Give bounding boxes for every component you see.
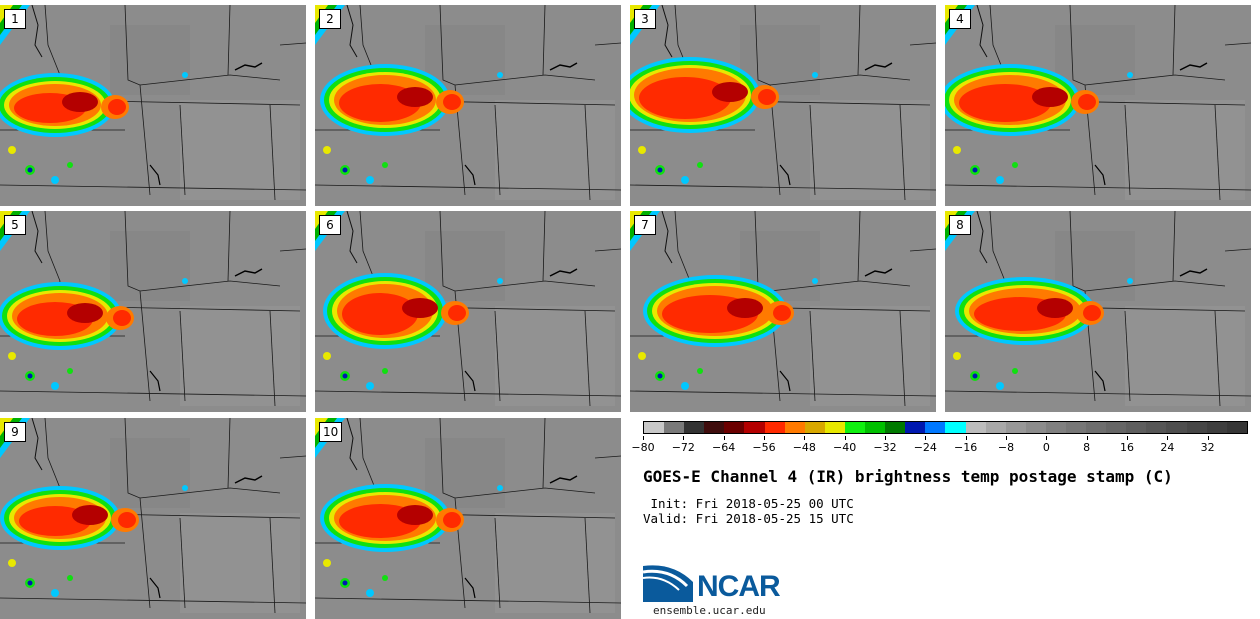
colorbar-segment <box>744 422 765 433</box>
colorbar-segment <box>965 422 986 433</box>
colorbar-tick-label: −80 <box>631 441 655 454</box>
colorbar-segment <box>1045 422 1066 433</box>
colorbar-tick-label: −16 <box>954 441 978 454</box>
panel-number-label: 8 <box>949 215 971 235</box>
panel-number-label: 9 <box>4 422 26 442</box>
postage-stamp-panel: 7 <box>630 211 936 412</box>
map-image <box>0 211 306 412</box>
panel-number-label: 10 <box>319 422 343 442</box>
colorbar-tick-label: −72 <box>671 441 695 454</box>
map-image <box>315 211 621 412</box>
colorbar-tick <box>885 436 886 440</box>
colorbar-tick <box>925 436 927 440</box>
colorbar-tick <box>683 436 685 440</box>
colorbar-tick-label: −40 <box>833 441 857 454</box>
ncar-logo-text: NCAR <box>697 570 781 603</box>
colorbar-tick <box>804 436 806 440</box>
colorbar-segment <box>945 422 966 433</box>
colorbar-tick <box>723 436 725 440</box>
colorbar-tick-label: −56 <box>752 441 776 454</box>
panel-number-label: 2 <box>319 9 341 29</box>
colorbar-segment <box>925 422 946 433</box>
map-image <box>630 5 936 206</box>
map-image <box>945 211 1251 412</box>
map-image <box>945 5 1251 206</box>
colorbar-segment <box>664 422 685 433</box>
panel-number-label: 5 <box>4 215 26 235</box>
postage-stamp-panel: 3 <box>630 5 936 206</box>
colorbar-tick-label: −48 <box>792 441 816 454</box>
colorbar-segment <box>1226 422 1247 433</box>
colorbar-segment <box>1065 422 1087 433</box>
colorbar-segment <box>905 422 926 433</box>
colorbar-segment <box>1106 422 1127 433</box>
map-image <box>630 211 936 412</box>
colorbar-segment <box>824 422 845 433</box>
colorbar-tick <box>1127 436 1128 440</box>
colorbar <box>643 421 1248 434</box>
colorbar-tick-label: −8 <box>997 441 1015 454</box>
colorbar-tick-label: −24 <box>913 441 937 454</box>
colorbar-segment <box>1206 422 1227 433</box>
colorbar-segment <box>644 422 665 433</box>
colorbar-tick-label: 24 <box>1160 441 1175 454</box>
postage-stamp-panel: 2 <box>315 5 621 206</box>
colorbar-tick <box>965 436 967 440</box>
valid-time: Valid: Fri 2018-05-25 15 UTC <box>643 511 854 526</box>
ncar-logo-icon <box>643 565 693 602</box>
postage-stamp-panel: 9 <box>0 418 306 619</box>
panel-number-label: 1 <box>4 9 26 29</box>
postage-stamp-panel: 5 <box>0 211 306 412</box>
colorbar-segment <box>1005 422 1026 433</box>
colorbar-segment <box>704 422 725 433</box>
colorbar-tick-label: 8 <box>1083 441 1091 454</box>
colorbar-tick <box>643 436 644 440</box>
colorbar-segment <box>724 422 745 433</box>
postage-stamp-panel: 10 <box>315 418 621 619</box>
postage-stamp-panel: 4 <box>945 5 1251 206</box>
colorbar-segment <box>684 422 705 433</box>
colorbar-tick <box>1006 436 1007 440</box>
colorbar-segment <box>985 422 1006 433</box>
panel-number-label: 7 <box>634 215 656 235</box>
colorbar-segment <box>804 422 825 433</box>
site-url: ensemble.ucar.edu <box>653 604 766 617</box>
colorbar-segment <box>1146 422 1167 433</box>
map-image <box>0 418 306 619</box>
panel-number-label: 6 <box>319 215 341 235</box>
colorbar-tick <box>1046 436 1048 440</box>
panel-number-label: 4 <box>949 9 971 29</box>
colorbar-segment <box>1025 422 1046 433</box>
postage-stamp-panel: 1 <box>0 5 306 206</box>
colorbar-segment <box>844 422 866 433</box>
init-time: Init: Fri 2018-05-25 00 UTC <box>643 496 854 511</box>
colorbar-segment <box>1186 422 1207 433</box>
colorbar-tick <box>764 436 765 440</box>
figure-title: GOES-E Channel 4 (IR) brightness temp po… <box>643 467 1173 486</box>
postage-stamp-panel: 8 <box>945 211 1251 412</box>
postage-stamp-panel: 6 <box>315 211 621 412</box>
colorbar-tick-label: 0 <box>1042 441 1050 454</box>
map-image <box>315 418 621 619</box>
colorbar-tick <box>1086 436 1088 440</box>
map-image <box>315 5 621 206</box>
colorbar-tick-label: −32 <box>873 441 897 454</box>
colorbar-segment <box>865 422 886 433</box>
colorbar-tick-label: −64 <box>712 441 736 454</box>
colorbar-tick <box>1207 436 1209 440</box>
colorbar-tick <box>844 436 846 440</box>
colorbar-ticks: −80 −72 −64 −56 −48 −40 −32 −24 −16 −8 0 8 16 24 32 <box>631 436 1248 454</box>
panel-number-label: 3 <box>634 9 656 29</box>
colorbar-segment <box>764 422 785 433</box>
map-image <box>0 5 306 206</box>
colorbar-segment <box>885 422 906 433</box>
colorbar-segment <box>1086 422 1107 433</box>
colorbar-segment <box>784 422 805 433</box>
colorbar-segment <box>1166 422 1187 433</box>
colorbar-segment <box>1126 422 1147 433</box>
colorbar-tick-label: 16 <box>1120 441 1134 454</box>
colorbar-tick-label: 32 <box>1200 441 1215 454</box>
colorbar-tick <box>1167 436 1169 440</box>
